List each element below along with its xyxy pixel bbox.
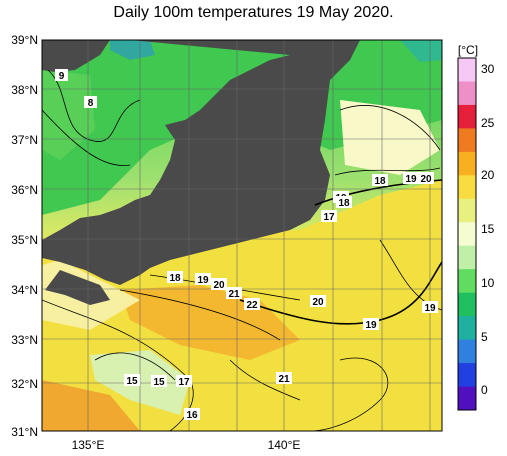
svg-text:8: 8: [88, 98, 94, 109]
svg-text:15: 15: [126, 376, 138, 387]
svg-text:18: 18: [374, 176, 386, 187]
colorbar-swatch: [458, 128, 476, 153]
lon-axis: 135°E 140°E: [72, 438, 301, 452]
contour-label: 21: [226, 287, 242, 300]
lon-tick: 135°E: [72, 438, 105, 452]
map-frame: [41, 39, 443, 432]
lat-tick: 34°N: [11, 283, 38, 297]
colorbar-swatch: [458, 81, 476, 106]
svg-text:19: 19: [365, 320, 377, 331]
contour-label: 19: [403, 172, 419, 185]
svg-text:17: 17: [178, 377, 190, 388]
lat-tick: 39°N: [11, 33, 38, 47]
svg-text:9: 9: [59, 71, 65, 82]
colorbar-tick: 20: [481, 168, 495, 182]
contour-label: 16: [184, 408, 200, 421]
contour-label: 19: [422, 301, 438, 314]
colorbar-swatches: [458, 58, 476, 411]
svg-text:21: 21: [228, 289, 240, 300]
contour-label: 15: [124, 374, 140, 387]
lat-tick: 37°N: [11, 133, 38, 147]
svg-text:20: 20: [213, 280, 225, 291]
contour-label: 17: [321, 210, 337, 223]
cold-eddy-ne: [400, 40, 442, 62]
lat-tick: 32°N: [11, 377, 38, 391]
contour-label: 18: [336, 196, 352, 209]
warm-sw: [42, 380, 140, 431]
colorbar-swatch: [458, 269, 476, 294]
lat-tick: 31°N: [11, 425, 38, 439]
contour-label: 20: [310, 295, 326, 308]
colorbar-swatch: [458, 245, 476, 270]
contour-label: 19: [195, 273, 211, 286]
svg-text:20: 20: [312, 297, 324, 308]
contour-label: 18: [372, 174, 388, 187]
contour-label: 21: [276, 372, 292, 385]
contour-label: 19: [363, 318, 379, 331]
svg-text:18: 18: [338, 198, 350, 209]
svg-text:19: 19: [405, 174, 417, 185]
contour-label: 8: [84, 96, 97, 109]
svg-text:18: 18: [169, 273, 181, 284]
lat-tick: 36°N: [11, 183, 38, 197]
colorbar-tick: 10: [481, 276, 495, 290]
svg-text:22: 22: [246, 300, 258, 311]
colorbar-tick: 15: [481, 222, 495, 236]
colorbar-swatch: [458, 386, 476, 411]
colorbar-tick: 25: [481, 116, 495, 130]
map-field: 9 8 18 19 20 19 18 17 18 19 20 21 22 20 …: [42, 40, 442, 431]
contour-label: 20: [211, 278, 227, 291]
colorbar-tick: 0: [481, 383, 488, 397]
lat-tick: 33°N: [11, 333, 38, 347]
contour-label: 18: [167, 271, 183, 284]
map-title: Daily 100m temperatures 19 May 2020.: [113, 4, 394, 21]
colorbar-swatch: [458, 151, 476, 176]
contour-label: 22: [244, 298, 260, 311]
contour-labels: 9 8 18 19 20 19 18 17 18 19 20 21 22 20 …: [55, 69, 438, 421]
contour-label: 15: [151, 375, 167, 388]
colorbar-swatch: [458, 104, 476, 129]
contour-label: 20: [418, 172, 434, 185]
colorbar-swatch: [458, 292, 476, 317]
svg-text:20: 20: [420, 174, 432, 185]
lon-tick: 140°E: [268, 438, 301, 452]
svg-text:15: 15: [153, 377, 165, 388]
svg-text:19: 19: [424, 303, 436, 314]
grid: [42, 40, 442, 431]
svg-text:21: 21: [278, 374, 290, 385]
colorbar-swatch: [458, 222, 476, 247]
colorbar-tick: 30: [481, 62, 495, 76]
lat-tick: 38°N: [11, 83, 38, 97]
colorbar: [°C] 30 25 20 15 10 5 0: [457, 43, 495, 411]
lat-axis: 39°N 38°N 37°N 36°N 35°N 34°N 33°N 32°N …: [11, 33, 38, 439]
cold-eddy-nw: [110, 40, 155, 60]
svg-text:19: 19: [197, 275, 209, 286]
colorbar-swatch: [458, 175, 476, 200]
colorbar-swatch: [458, 198, 476, 223]
cool-ne-water: [340, 100, 440, 175]
svg-text:17: 17: [323, 212, 335, 223]
japan-sea: [42, 40, 442, 215]
colorbar-tick: 5: [481, 330, 488, 344]
sea-west-band: [42, 70, 95, 160]
colorbar-swatch: [458, 363, 476, 388]
svg-text:16: 16: [186, 410, 198, 421]
colorbar-unit: [°C]: [458, 43, 478, 57]
contour-label: 9: [55, 69, 68, 82]
colorbar-swatch: [458, 58, 476, 82]
lat-tick: 35°N: [11, 233, 38, 247]
colorbar-swatch: [458, 339, 476, 364]
land: [42, 40, 360, 305]
colorbar-swatch: [458, 316, 476, 341]
contour-label: 17: [176, 375, 192, 388]
